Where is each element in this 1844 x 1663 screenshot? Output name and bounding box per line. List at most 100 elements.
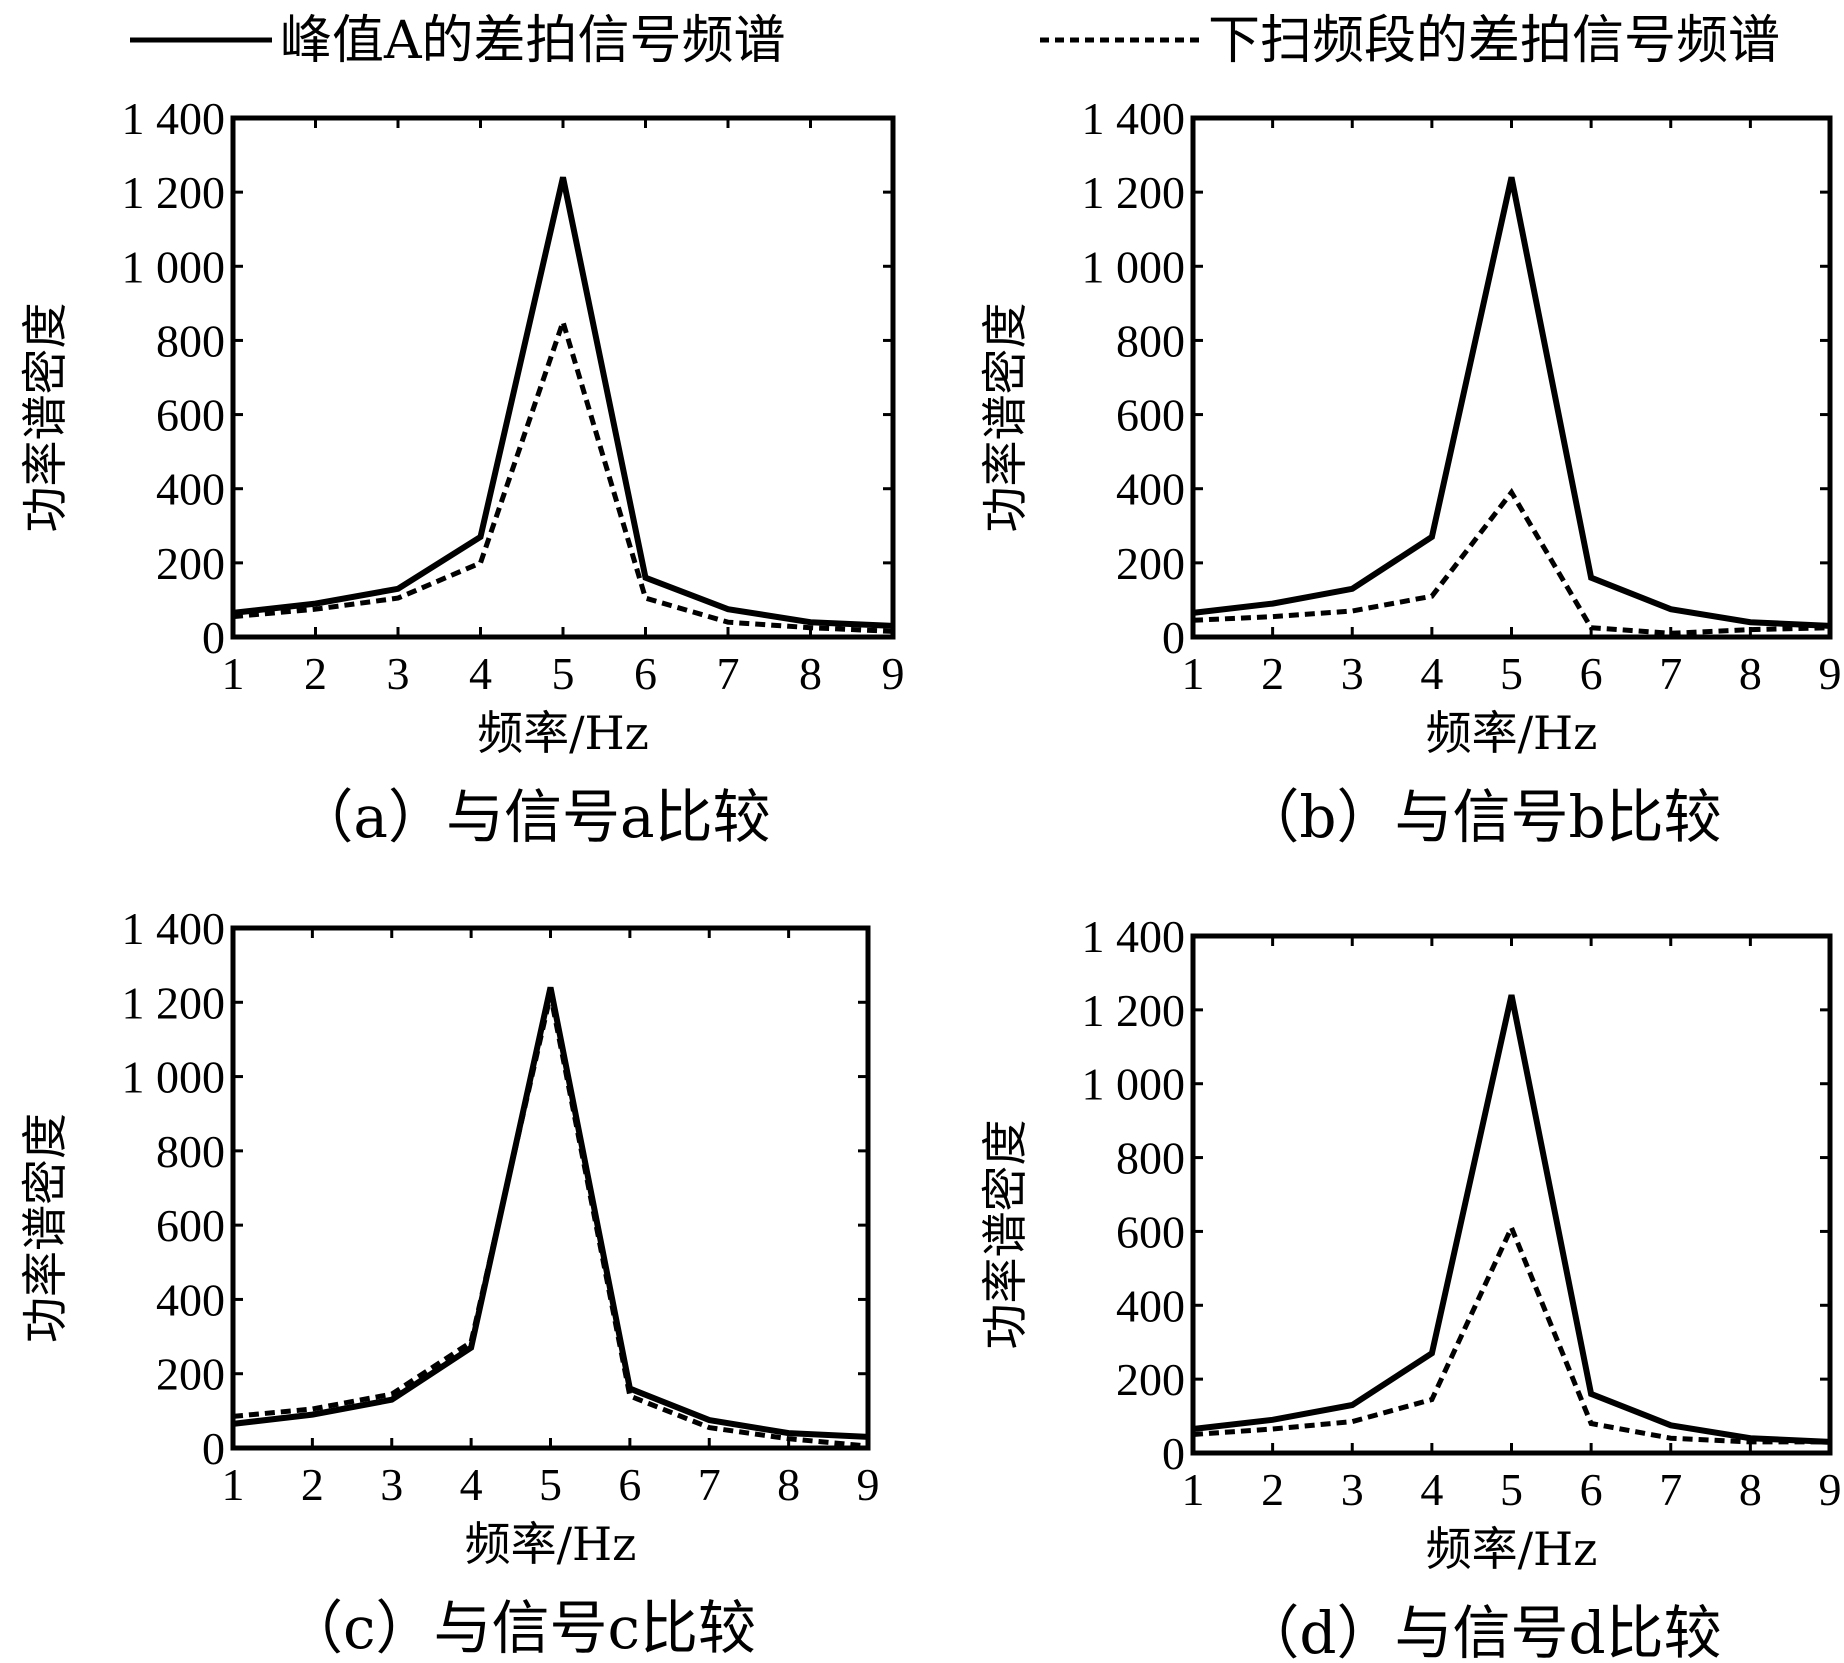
plot-frame — [1190, 115, 1833, 640]
y-tick-label: 600 — [156, 390, 225, 441]
x-tick-label: 8 — [799, 648, 822, 699]
x-tick-label: 6 — [634, 648, 657, 699]
y-tick-label: 1 400 — [122, 93, 226, 144]
y-tick-label: 400 — [1116, 1280, 1185, 1331]
x-tick-label: 8 — [777, 1459, 800, 1510]
y-tick-label: 800 — [156, 1126, 225, 1177]
y-axis-label: 功率谱密度 — [978, 1120, 1032, 1350]
x-axis-label: 频率/Hz — [477, 706, 649, 760]
x-axis-label: 频率/Hz — [465, 1517, 637, 1571]
y-tick-label: 600 — [1116, 390, 1185, 441]
x-tick-label: 2 — [1261, 1464, 1284, 1515]
y-tick-label: 1 400 — [1082, 93, 1186, 144]
series-line-dashed — [1192, 487, 1831, 636]
x-tick-label: 9 — [1819, 1464, 1842, 1515]
y-tick-label: 1 400 — [1082, 911, 1186, 962]
panel-caption: （b）与信号b比较 — [1241, 783, 1721, 851]
x-tick-label: 4 — [469, 648, 492, 699]
x-axis-label: 频率/Hz — [1426, 706, 1598, 760]
y-tick-label: 600 — [156, 1200, 225, 1251]
x-tick-label: 8 — [1739, 1464, 1762, 1515]
y-tick-label: 800 — [1116, 315, 1185, 366]
x-tick-label: 4 — [460, 1459, 483, 1510]
x-tick-label: 3 — [380, 1459, 403, 1510]
y-axis-label: 功率谱密度 — [18, 303, 72, 533]
x-tick-label: 1 — [222, 1459, 245, 1510]
y-tick-label: 400 — [1116, 464, 1185, 515]
series-line-solid — [1192, 994, 1831, 1445]
x-tick-label: 5 — [1500, 1464, 1523, 1515]
x-tick-label: 6 — [1580, 648, 1603, 699]
x-tick-label: 5 — [539, 1459, 562, 1510]
x-tick-label: 9 — [857, 1459, 880, 1510]
x-tick-label: 5 — [1500, 648, 1523, 699]
x-tick-label: 7 — [1659, 648, 1682, 699]
y-tick-label: 0 — [1162, 612, 1185, 663]
x-tick-label: 1 — [1182, 648, 1205, 699]
y-tick-label: 1 200 — [122, 977, 226, 1028]
y-tick-label: 1 000 — [1082, 241, 1186, 292]
y-tick-label: 800 — [1116, 1133, 1185, 1184]
series-line-dashed — [232, 994, 869, 1449]
y-tick-label: 200 — [156, 1349, 225, 1400]
chart-panel-3: 1 2 3 4 5 6 7 8 9 0 200 400 600 800 1 000 1 200 1 400 频率/… — [18, 903, 880, 1662]
x-tick-label: 2 — [1261, 648, 1284, 699]
y-tick-label: 1 200 — [1082, 167, 1186, 218]
y-tick-label: 200 — [1116, 538, 1185, 589]
y-tick-label: 0 — [1162, 1428, 1185, 1479]
legend-dashed-label: 下扫频段的差拍信号频谱 — [1208, 11, 1780, 71]
panel-caption: （a）与信号a比较 — [295, 783, 770, 851]
series-line-dashed — [1192, 1221, 1830, 1445]
y-tick-label: 1 200 — [1082, 985, 1186, 1036]
y-axis-label: 功率谱密度 — [18, 1113, 72, 1343]
y-tick-label: 800 — [156, 315, 225, 366]
plot-frame — [1190, 933, 1833, 1456]
x-tick-label: 4 — [1420, 648, 1443, 699]
y-tick-label: 1 400 — [122, 903, 226, 954]
x-tick-label: 9 — [1819, 648, 1842, 699]
chart-panel-1: 1 2 3 4 5 6 7 8 9 0 200 400 600 800 1 000 1 200 1 400 频率/… — [18, 93, 905, 851]
y-tick-label: 200 — [1116, 1354, 1185, 1405]
series-line-solid — [232, 176, 894, 629]
panel-caption: （d）与信号d比较 — [1241, 1599, 1721, 1663]
y-tick-label: 600 — [1116, 1206, 1185, 1257]
x-tick-label: 6 — [618, 1459, 641, 1510]
y-tick-label: 1 000 — [122, 1052, 226, 1103]
x-tick-label: 3 — [1341, 648, 1364, 699]
x-tick-label: 2 — [304, 648, 327, 699]
series-line-solid — [232, 986, 869, 1440]
panel-caption: （c）与信号c比较 — [285, 1594, 756, 1662]
y-tick-label: 400 — [156, 464, 225, 515]
series-line-dashed — [232, 313, 894, 634]
y-tick-label: 200 — [156, 538, 225, 589]
y-axis-label: 功率谱密度 — [978, 303, 1032, 533]
x-tick-label: 1 — [1182, 1464, 1205, 1515]
x-tick-label: 3 — [1341, 1464, 1364, 1515]
plot-frame — [230, 115, 896, 640]
y-tick-label: 0 — [202, 1423, 225, 1474]
x-tick-label: 6 — [1580, 1464, 1603, 1515]
chart-panel-4: 1 2 3 4 5 6 7 8 9 0 200 400 600 800 1 000 1 200 1 400 频率/… — [978, 911, 1842, 1663]
x-tick-label: 2 — [301, 1459, 324, 1510]
x-axis-label: 频率/Hz — [1426, 1522, 1598, 1576]
x-tick-label: 3 — [387, 648, 410, 699]
series-line-solid — [1192, 176, 1831, 629]
x-tick-label: 8 — [1739, 648, 1762, 699]
x-tick-label: 4 — [1420, 1464, 1443, 1515]
x-tick-label: 7 — [698, 1459, 721, 1510]
legend-solid-label: 峰值A的差拍信号频谱 — [280, 11, 786, 71]
x-tick-label: 5 — [552, 648, 575, 699]
x-tick-label: 7 — [717, 648, 740, 699]
chart-panel-2: 1 2 3 4 5 6 7 8 9 0 200 400 600 800 1 000 1 200 1 400 频率/… — [978, 93, 1842, 851]
y-tick-label: 1 000 — [1082, 1059, 1186, 1110]
y-tick-label: 1 200 — [122, 167, 226, 218]
legend: 峰值A的差拍信号频谱 下扫频段的差拍信号频谱 — [130, 11, 1780, 71]
x-tick-label: 1 — [222, 648, 245, 699]
y-tick-label: 0 — [202, 612, 225, 663]
y-tick-label: 400 — [156, 1274, 225, 1325]
x-tick-label: 7 — [1659, 1464, 1682, 1515]
x-tick-label: 9 — [882, 648, 905, 699]
y-tick-label: 1 000 — [122, 241, 226, 292]
